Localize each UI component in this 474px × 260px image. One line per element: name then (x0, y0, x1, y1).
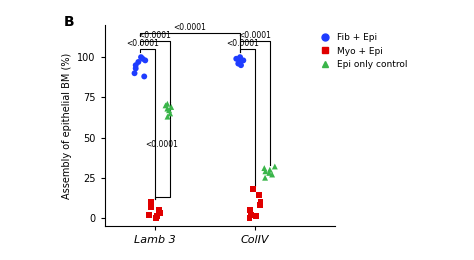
Point (265, 171, 273, 175)
Point (146, 213, 153, 217)
Point (152, 216, 160, 220)
Point (165, 108, 173, 112)
Point (261, 166, 268, 170)
Point (166, 111, 174, 115)
Point (249, 187, 256, 191)
Point (232, 57, 240, 61)
Point (147, 205, 155, 209)
Point (154, 214, 161, 218)
Point (236, 55, 244, 59)
Point (137, 55, 145, 59)
Point (235, 62, 242, 66)
Point (140, 74, 148, 79)
Text: <0.0001: <0.0001 (238, 31, 271, 40)
Point (261, 176, 269, 180)
Point (164, 107, 171, 111)
Point (252, 214, 260, 218)
Point (255, 193, 263, 198)
Point (141, 58, 149, 62)
Text: <0.0001: <0.0001 (127, 38, 159, 48)
Point (162, 103, 169, 107)
Point (132, 63, 139, 67)
Point (247, 213, 255, 217)
Point (147, 202, 155, 206)
Legend: Fib + Epi, Myo + Epi, Epi only control: Fib + Epi, Myo + Epi, Epi only control (317, 30, 411, 73)
Point (268, 172, 276, 177)
Point (256, 203, 264, 207)
Point (155, 208, 163, 212)
Text: <0.0001: <0.0001 (138, 31, 171, 40)
Point (157, 211, 164, 215)
Y-axis label: Assembly of epithelial BM (%): Assembly of epithelial BM (%) (62, 52, 72, 199)
Point (237, 63, 245, 67)
Text: <0.0001: <0.0001 (173, 23, 206, 32)
Text: <0.0001: <0.0001 (146, 140, 178, 149)
Point (246, 216, 253, 220)
Point (266, 168, 273, 172)
Point (167, 105, 175, 109)
Point (131, 71, 138, 75)
Point (246, 208, 254, 212)
Point (164, 102, 171, 106)
Point (132, 66, 139, 70)
Point (262, 169, 269, 173)
Point (271, 164, 279, 168)
Text: B: B (64, 15, 74, 29)
Point (257, 200, 264, 204)
Point (239, 58, 247, 62)
Point (164, 115, 171, 119)
Point (147, 200, 155, 204)
Text: <0.0001: <0.0001 (227, 38, 259, 48)
Point (236, 60, 243, 64)
Point (139, 57, 146, 61)
Point (135, 60, 142, 64)
